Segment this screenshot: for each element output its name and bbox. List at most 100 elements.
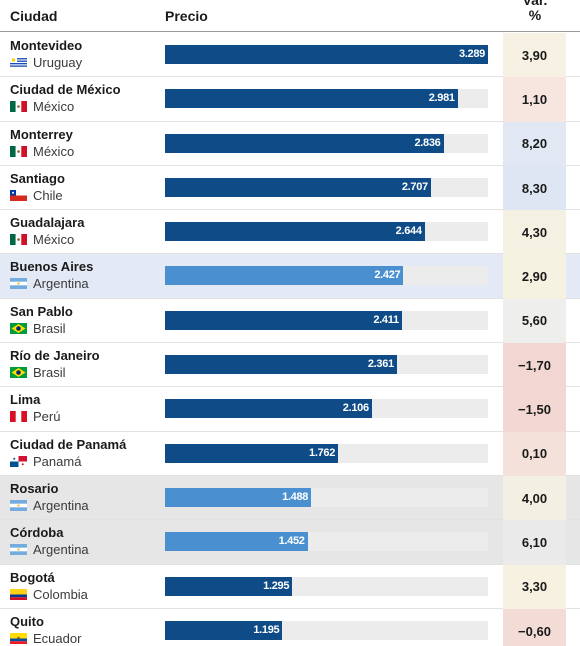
city-name: Buenos Aires	[10, 259, 94, 275]
country-name: Brasil	[33, 320, 66, 336]
price-data-label: 2.106	[342, 402, 369, 415]
country-name: México	[33, 99, 75, 115]
city-name: Ciudad de México	[10, 82, 121, 98]
city-name: Río de Janeiro	[10, 348, 100, 364]
colombia-flag-icon	[10, 588, 27, 600]
country-label: Uruguay	[10, 55, 82, 70]
country-name: Perú	[33, 409, 61, 425]
price-data-label: 1.452	[278, 535, 305, 548]
price-bar-track: 1.452	[165, 532, 488, 552]
peru-flag-icon	[10, 411, 27, 423]
table-row: Santiago Chile 2.707 8,30	[0, 165, 580, 211]
mexico-flag-icon	[10, 145, 27, 157]
mexico-flag-icon	[10, 234, 27, 246]
variation-cell: 8,20	[503, 121, 566, 166]
brazil-flag-icon	[10, 322, 27, 334]
city-name: San Pablo	[10, 303, 73, 319]
price-bar: 2.981	[165, 89, 458, 109]
chile-flag-icon	[10, 189, 27, 201]
price-bar: 2.707	[165, 177, 431, 197]
country-name: Ecuador	[33, 630, 82, 646]
price-bar-track: 2.106	[165, 399, 488, 419]
table-row: Lima Perú 2.106 −1,50	[0, 387, 580, 432]
city-name: Córdoba	[10, 525, 64, 541]
table-row: San Pablo Brasil 2.411 5,60	[0, 298, 580, 344]
price-bar: 1.452	[165, 532, 308, 552]
country-name: Colombia	[33, 586, 88, 602]
price-bar: 2.427	[165, 266, 404, 286]
table-header: Ciudad Precio Var. %	[0, 0, 580, 32]
price-data-label: 1.762	[309, 446, 336, 459]
uruguay-flag-icon	[10, 57, 27, 68]
price-bar: 2.836	[165, 133, 444, 153]
country-name: Uruguay	[33, 55, 83, 70]
argentina-flag-icon	[10, 278, 27, 290]
country-label: Colombia	[10, 587, 88, 602]
table-row: Buenos Aires Argentina 2.427 2,90	[0, 254, 580, 299]
table-row: Río de Janeiro Brasil 2.361 −1,70	[0, 343, 580, 388]
table-row: Córdoba Argentina 1.452 6,10	[0, 520, 580, 565]
city-name: Rosario	[10, 480, 59, 496]
variation-cell: 0,10	[503, 431, 566, 476]
city-name: Santiago	[10, 170, 65, 186]
variation-cell: 2,90	[503, 254, 566, 299]
city-name: Monterrey	[10, 126, 73, 142]
price-data-label: 2.361	[367, 358, 394, 371]
variation-cell: −1,50	[503, 387, 566, 432]
ecuador-flag-icon	[10, 632, 27, 644]
price-bar: 1.762	[165, 443, 339, 463]
variation-cell: 3,90	[503, 33, 566, 78]
city-name: Quito	[10, 613, 44, 629]
price-bar-track: 1.762	[165, 443, 488, 463]
price-data-label: 2.836	[414, 136, 441, 149]
price-bar-track: 1.195	[165, 620, 488, 640]
price-data-label: 2.411	[373, 313, 399, 326]
country-label: Argentina	[10, 542, 89, 557]
country-name: México	[33, 143, 75, 159]
country-label: Chile	[10, 188, 63, 203]
panama-flag-icon	[10, 455, 27, 467]
city-name: Ciudad de Panamá	[10, 436, 127, 452]
column-header-city: Ciudad	[10, 8, 58, 24]
table-row: Ciudad de Panamá Panamá 1.762 0,10	[0, 431, 580, 476]
country-label: Perú	[10, 409, 60, 424]
city-name: Montevideo	[10, 38, 83, 53]
price-data-label: 1.195	[253, 623, 280, 636]
column-header-variation-line2: %	[528, 7, 542, 23]
table-row: Guadalajara México 2.644 4,30	[0, 210, 580, 255]
variation-cell: 3,30	[503, 564, 566, 609]
price-data-label: 2.981	[428, 92, 455, 105]
country-name: Argentina	[33, 276, 89, 292]
country-name: Panamá	[33, 453, 82, 469]
price-data-label: 2.707	[401, 180, 428, 193]
country-label: México	[10, 144, 74, 159]
price-data-label: 1.488	[282, 490, 309, 503]
price-bar-track: 2.644	[165, 222, 488, 242]
table-row: Bogotá Colombia 1.295 3,30	[0, 564, 580, 609]
country-label: México	[10, 232, 74, 247]
price-bar-track: 1.488	[165, 487, 488, 507]
price-bar-track: 2.707	[165, 177, 488, 197]
country-label: Brasil	[10, 321, 66, 336]
city-name: Guadalajara	[10, 215, 85, 231]
column-header-variation: Var. %	[505, 0, 565, 23]
country-label: Argentina	[10, 498, 89, 513]
city-price-table: Montevideo Uruguay 3.289 3,90 Ciudad de Méxi…	[0, 33, 580, 646]
price-bar-track: 2.361	[165, 355, 488, 375]
city-name: Lima	[10, 392, 41, 408]
price-bar-track: 2.981	[165, 89, 488, 109]
table-row: Monterrey México 2.836 8,20	[0, 121, 580, 166]
price-data-label: 1.295	[263, 579, 290, 592]
city-name: Bogotá	[10, 569, 55, 585]
mexico-flag-icon	[10, 101, 27, 113]
price-data-label: 3.289	[458, 48, 485, 60]
country-label: Brasil	[10, 365, 66, 380]
price-bar: 3.289	[165, 45, 488, 64]
price-bar-track: 3.289	[165, 45, 488, 64]
argentina-flag-icon	[10, 544, 27, 556]
price-bar-track: 2.411	[165, 310, 488, 330]
variation-cell: −1,70	[503, 343, 566, 388]
country-name: Argentina	[33, 497, 89, 513]
country-label: México	[10, 99, 74, 114]
price-bar-track: 2.427	[165, 266, 488, 286]
